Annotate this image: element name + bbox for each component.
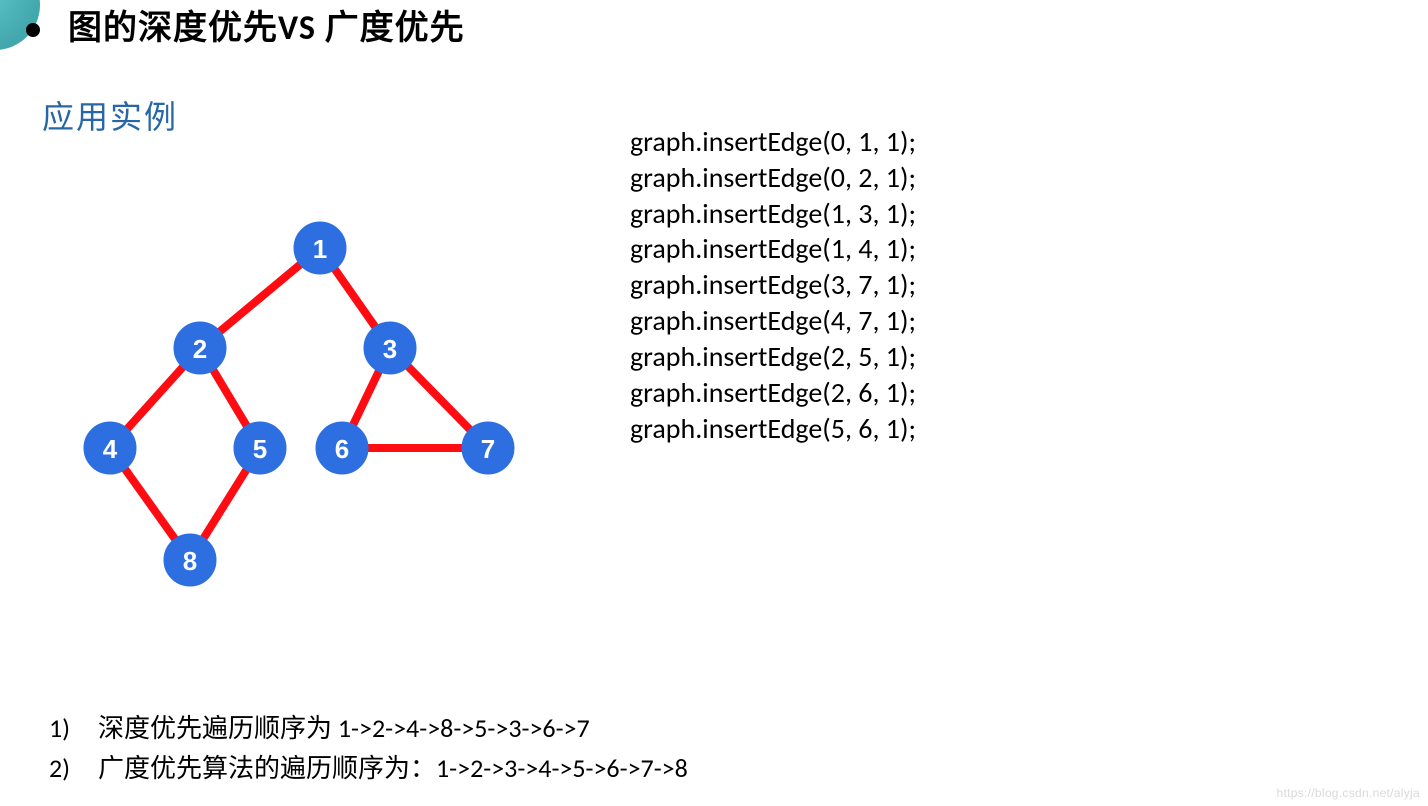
- code-block: graph.insertEdge(0, 1, 1);graph.insertEd…: [630, 124, 916, 446]
- graph-diagram: 1 2 3 4 5 6 7 8: [70, 190, 530, 620]
- slide-root: 图的深度优先VS 广度优先 应用实例 1 2 3 4 5 6 7 8 graph.insert…: [0, 0, 1428, 806]
- answer-number: 1): [30, 710, 70, 748]
- svg-text:6: 6: [335, 434, 349, 464]
- svg-text:4: 4: [103, 434, 118, 464]
- svg-text:2: 2: [193, 334, 207, 364]
- code-line: graph.insertEdge(3, 7, 1);: [630, 267, 916, 303]
- title-row: 图的深度优先VS 广度优先: [26, 0, 465, 49]
- node-4: 4: [84, 422, 136, 474]
- slide-subtitle: 应用实例: [42, 92, 178, 138]
- svg-text:3: 3: [383, 334, 397, 364]
- graph-svg: 1 2 3 4 5 6 7 8: [70, 190, 530, 620]
- answer-row: 1) 深度优先遍历顺序为 1->2->4->8->5->3->6->7: [30, 710, 688, 748]
- node-1: 1: [294, 222, 346, 274]
- node-3: 3: [364, 322, 416, 374]
- svg-text:7: 7: [481, 434, 495, 464]
- answer-text: 广度优先算法的遍历顺序为：1->2->3->4->5->6->7->8: [98, 750, 688, 788]
- code-line: graph.insertEdge(0, 2, 1);: [630, 160, 916, 196]
- svg-text:8: 8: [183, 546, 197, 576]
- node-6: 6: [316, 422, 368, 474]
- bullet-icon: [26, 23, 40, 37]
- node-8: 8: [164, 534, 216, 586]
- answer-text: 深度优先遍历顺序为 1->2->4->8->5->3->6->7: [98, 710, 590, 748]
- code-line: graph.insertEdge(1, 4, 1);: [630, 231, 916, 267]
- svg-text:1: 1: [313, 234, 327, 264]
- graph-edges: [110, 248, 488, 560]
- answer-number: 2): [30, 750, 70, 788]
- code-line: graph.insertEdge(2, 6, 1);: [630, 375, 916, 411]
- code-line: graph.insertEdge(1, 3, 1);: [630, 196, 916, 232]
- slide-title: 图的深度优先VS 广度优先: [68, 0, 465, 49]
- node-2: 2: [174, 322, 226, 374]
- answers-list: 1) 深度优先遍历顺序为 1->2->4->8->5->3->6->7 2) 广度优先…: [30, 710, 688, 789]
- node-7: 7: [462, 422, 514, 474]
- code-line: graph.insertEdge(5, 6, 1);: [630, 411, 916, 447]
- code-line: graph.insertEdge(4, 7, 1);: [630, 303, 916, 339]
- node-5: 5: [234, 422, 286, 474]
- answer-row: 2) 广度优先算法的遍历顺序为：1->2->3->4->5->6->7->8: [30, 750, 688, 788]
- svg-text:5: 5: [253, 434, 267, 464]
- code-line: graph.insertEdge(0, 1, 1);: [630, 124, 916, 160]
- code-line: graph.insertEdge(2, 5, 1);: [630, 339, 916, 375]
- watermark: https://blog.csdn.net/alyja: [1276, 786, 1420, 800]
